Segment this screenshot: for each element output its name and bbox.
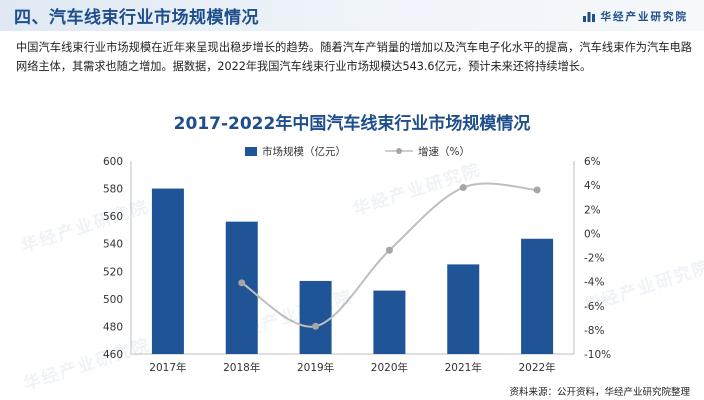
- y-right-tick-label: -8%: [584, 325, 604, 337]
- y-right-tick-label: 2%: [584, 204, 601, 216]
- bar: [225, 221, 258, 354]
- brand: 华经产业研究院: [582, 8, 689, 24]
- y-left-tick-label: 460: [103, 349, 123, 361]
- y-left-tick-label: 520: [103, 266, 123, 278]
- y-right-tick-label: -10%: [584, 349, 611, 361]
- y-right-tick-label: -4%: [584, 277, 604, 289]
- y-left-tick-label: 480: [103, 321, 123, 333]
- growth-point: [385, 246, 393, 254]
- growth-point: [459, 184, 467, 192]
- y-left-tick-label: 560: [103, 211, 123, 223]
- y-right-tick-label: 4%: [584, 180, 601, 192]
- y-right-tick-label: 6%: [584, 156, 601, 168]
- growth-point: [312, 322, 320, 330]
- y-left-tick-label: 500: [103, 294, 123, 306]
- y-left-tick-label: 600: [103, 156, 123, 168]
- bar: [521, 238, 554, 354]
- bar: [151, 188, 184, 354]
- legend-item-line: 增速（%）: [385, 144, 470, 158]
- intro-paragraph: 中国汽车线束行业市场规模在近年来呈现出稳步增长的趋势。随着汽车产销量的增加以及汽…: [16, 41, 692, 73]
- x-tick-label: 2022年: [518, 361, 555, 374]
- bar-logo-icon: [582, 12, 595, 22]
- growth-point: [238, 279, 246, 287]
- legend-item-bar: 市场规模（亿元）: [245, 144, 346, 158]
- x-tick-label: 2017年: [149, 361, 186, 374]
- y-left-tick-label: 580: [103, 184, 123, 196]
- chart-legend: 市场规模（亿元） 增速（%）: [0, 144, 704, 158]
- x-tick-label: 2021年: [445, 361, 482, 374]
- bar: [299, 280, 332, 354]
- legend-line-swatch: [385, 148, 413, 154]
- bar: [447, 264, 480, 354]
- header-band: [0, 0, 704, 31]
- x-tick-label: 2019年: [297, 361, 334, 374]
- bar: [373, 290, 406, 354]
- brand-name: 华经产业研究院: [600, 10, 688, 23]
- y-left-tick-label: 540: [103, 239, 123, 251]
- y-right-tick-label: -6%: [584, 301, 604, 313]
- legend-bar-label: 市场规模（亿元）: [262, 145, 346, 158]
- chart-title: 2017-2022年中国汽车线束行业市场规模情况: [173, 114, 531, 134]
- legend-line-label: 增速（%）: [418, 145, 470, 158]
- growth-point: [533, 186, 541, 194]
- y-right-tick-label: 0%: [584, 228, 601, 240]
- x-tick-label: 2018年: [223, 361, 260, 374]
- y-right-tick-label: -2%: [584, 253, 604, 265]
- page-title: 四、汽车线束行业市场规模情况: [14, 8, 259, 28]
- source-note: 资料来源：公开资料，华经产业研究院整理: [509, 387, 690, 398]
- legend-bar-swatch: [245, 146, 257, 156]
- x-tick-label: 2020年: [371, 361, 408, 374]
